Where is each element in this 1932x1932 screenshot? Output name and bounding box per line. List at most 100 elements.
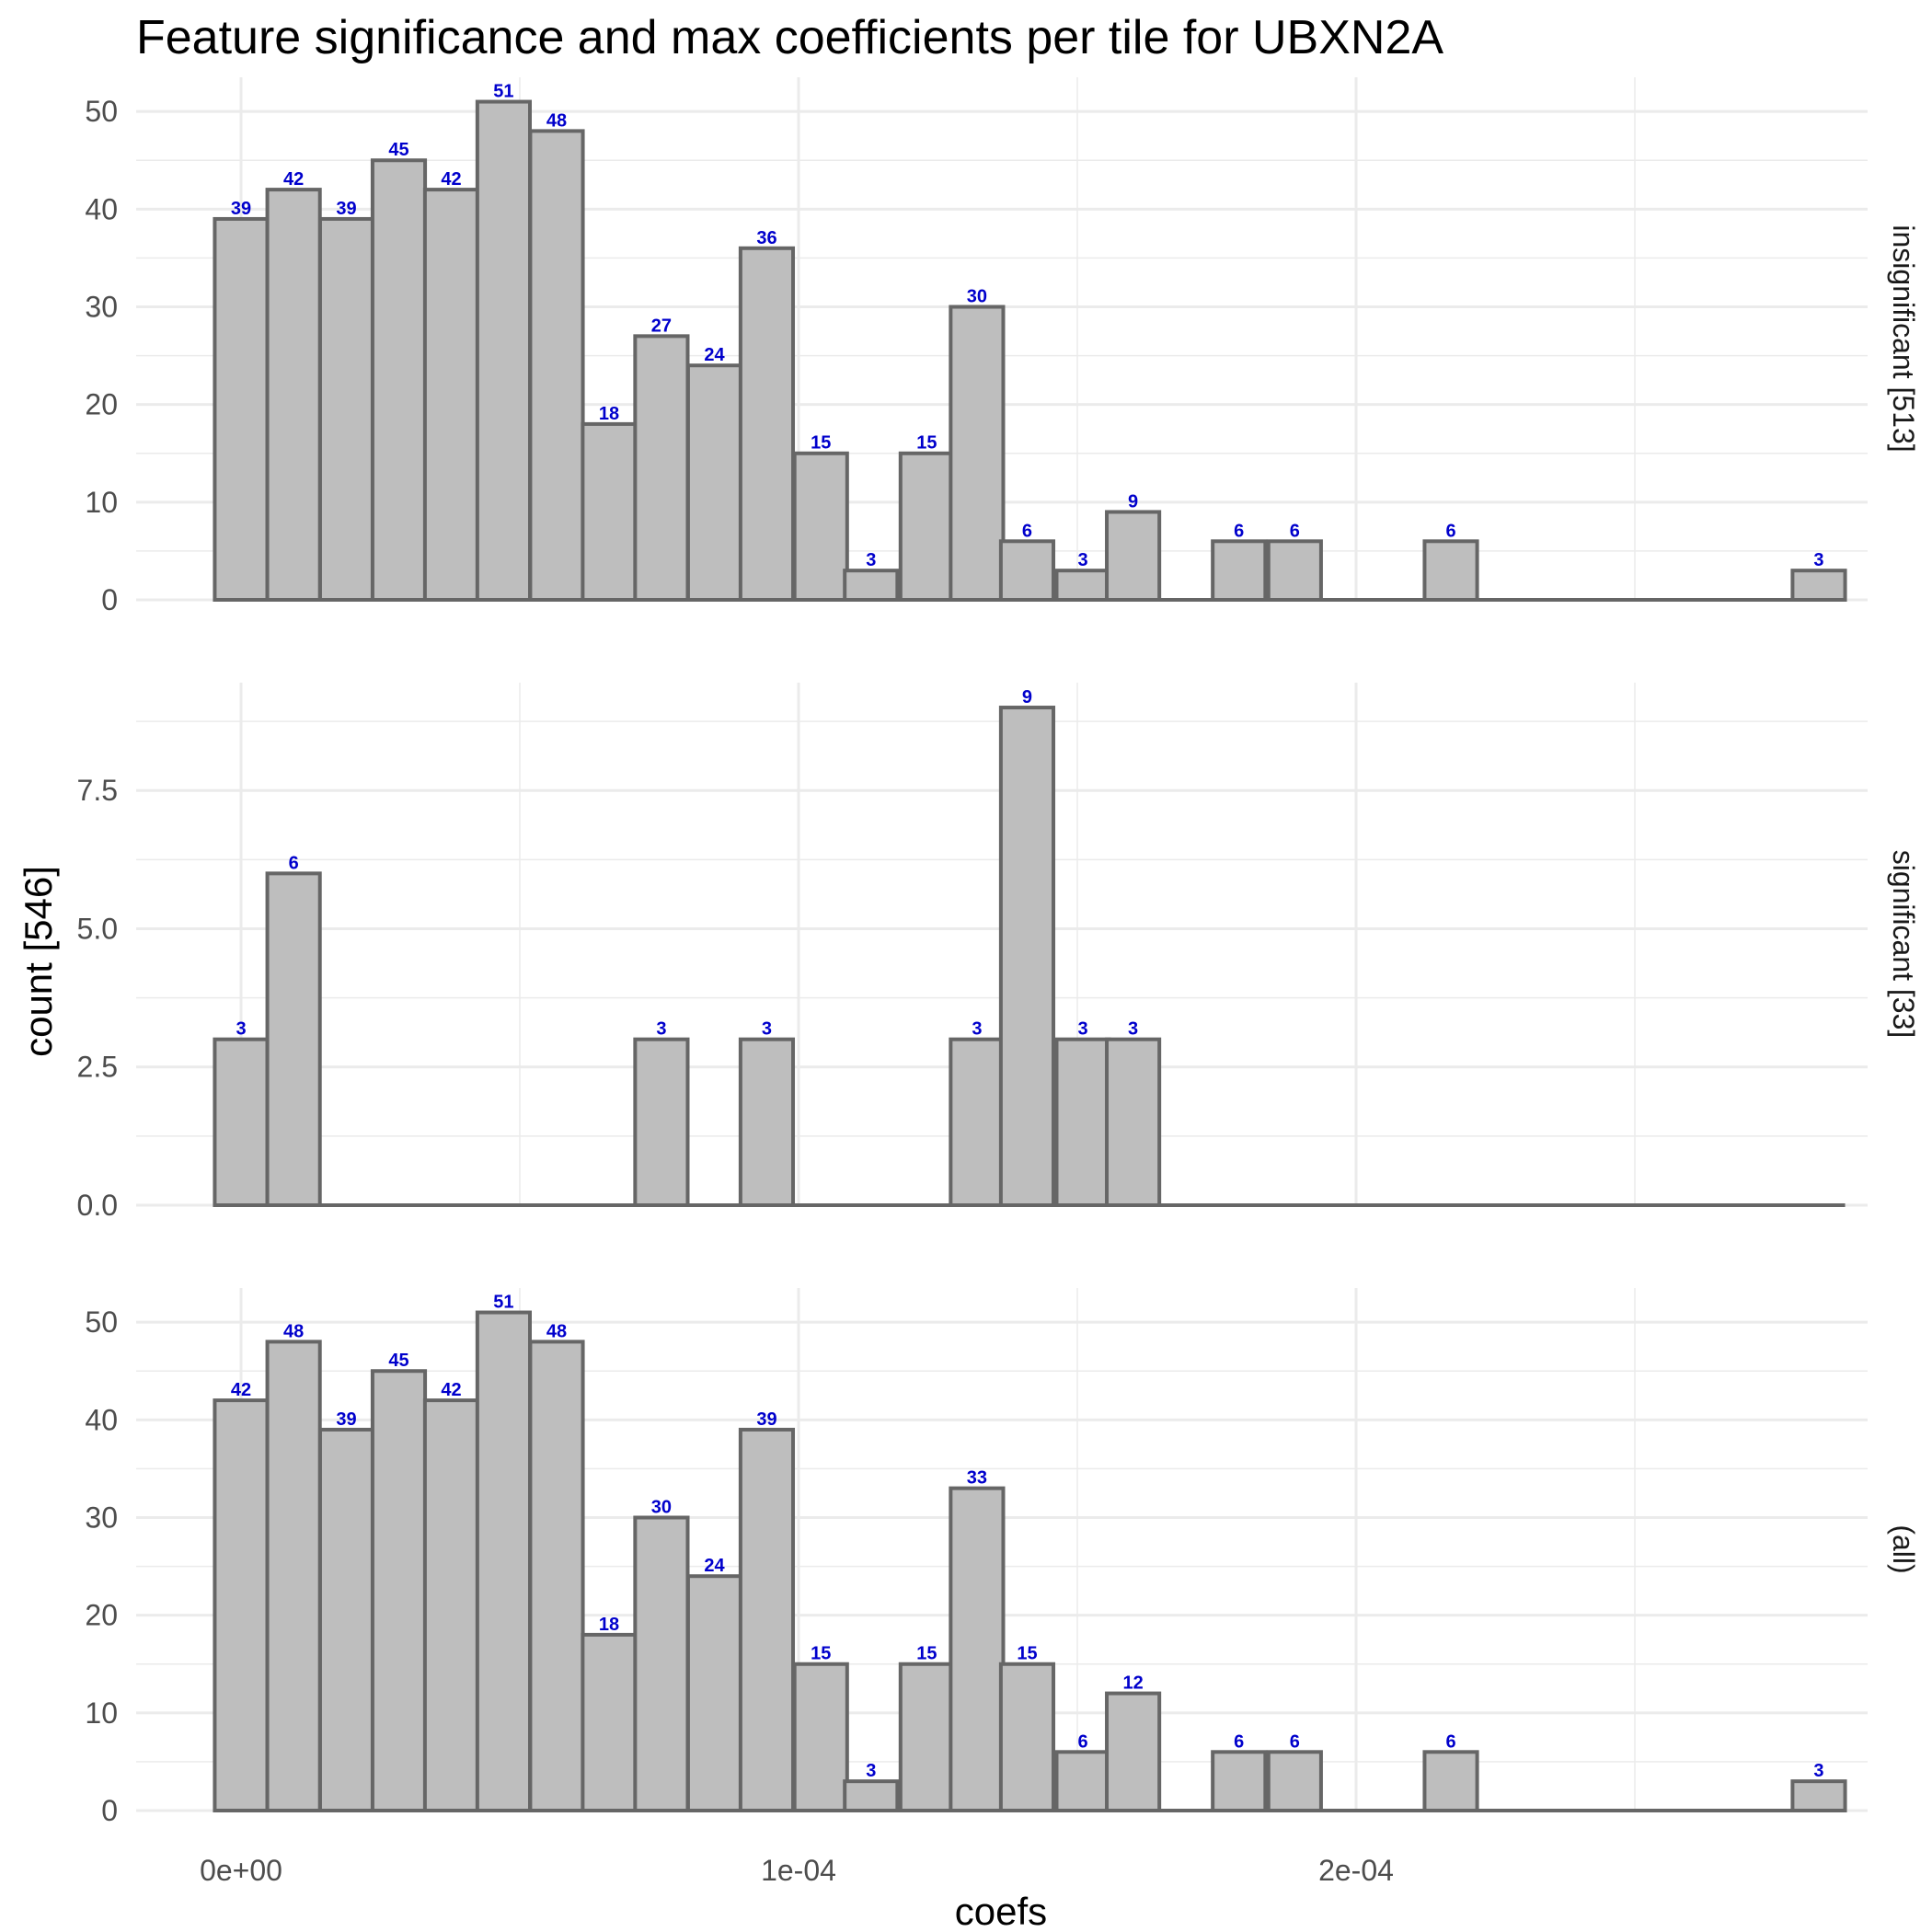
histogram-bar	[422, 188, 480, 603]
bar-count-label: 51	[493, 82, 513, 102]
y-axis-title: count [546]	[17, 866, 60, 1057]
bar-count-label: 3	[1813, 1761, 1823, 1781]
y-tick-label: 0	[101, 1794, 118, 1827]
bar-count-label: 9	[1128, 491, 1138, 512]
y-tick-label: 20	[85, 388, 118, 421]
bar-count-label: 45	[388, 1351, 408, 1371]
bar-count-label: 39	[336, 199, 356, 219]
bar-count-label: 3	[972, 1019, 982, 1040]
bar-count-label: 6	[1290, 1731, 1300, 1752]
histogram-bar	[1422, 539, 1479, 603]
histogram-bar	[528, 1340, 585, 1813]
y-tick-label: 10	[85, 1696, 118, 1730]
histogram-bar	[998, 706, 1056, 1207]
histogram-bar	[422, 1398, 480, 1813]
bar-count-label: 42	[283, 169, 304, 190]
histogram-bar	[633, 334, 690, 602]
bar-count-label: 6	[1445, 1731, 1455, 1752]
histogram-bar	[265, 188, 322, 603]
bar-count-label: 33	[967, 1468, 987, 1489]
bar-count-label: 30	[967, 286, 987, 306]
x-axis-title: coefs	[955, 1890, 1047, 1932]
histogram-bar	[738, 1427, 796, 1813]
bar-count-label: 6	[1445, 521, 1455, 541]
bar-count-label: 24	[704, 1556, 725, 1576]
bar-count-label: 3	[1128, 1019, 1138, 1040]
bar-count-label: 48	[283, 1321, 304, 1341]
histogram-bar	[317, 216, 375, 602]
y-tick-label: 30	[85, 1501, 118, 1534]
histogram-bar	[581, 1632, 638, 1813]
histogram-bar	[685, 363, 743, 602]
bar-count-label: 6	[289, 853, 299, 873]
bar-count-label: 48	[546, 1321, 567, 1341]
histogram-bar	[792, 1662, 849, 1813]
y-tick-label: 0	[101, 583, 118, 616]
histogram-bar	[843, 1779, 900, 1813]
bar-count-label: 24	[704, 345, 725, 365]
bar-count-label: 3	[236, 1019, 246, 1040]
histogram-bar	[265, 871, 322, 1207]
histogram-bar	[1790, 1779, 1847, 1813]
y-tick-label: 50	[85, 1305, 118, 1339]
histogram-bar	[1211, 539, 1268, 603]
y-tick-label: 7.5	[77, 774, 118, 807]
histogram-bar	[1422, 1750, 1479, 1813]
histogram-bar	[370, 1369, 428, 1813]
histogram-bar	[1266, 539, 1323, 603]
bar-count-label: 3	[656, 1019, 666, 1040]
bar-count-label: 3	[762, 1019, 772, 1040]
bar-count-label: 6	[1234, 521, 1244, 541]
histogram-bar	[738, 1037, 796, 1207]
bar-count-label: 15	[811, 433, 831, 454]
bar-count-label: 27	[651, 316, 672, 336]
bar-count-label: 30	[651, 1497, 672, 1517]
x-tick-label: 1e-04	[761, 1854, 836, 1887]
histogram-bar	[1054, 1037, 1111, 1207]
histogram-bar	[949, 1486, 1006, 1813]
bar-count-label: 39	[756, 1409, 776, 1430]
histogram-bar	[581, 421, 638, 602]
y-tick-label: 40	[85, 1403, 118, 1436]
facet-panel: 0102030405039423945425148182724361531530…	[85, 77, 1920, 616]
y-tick-label: 30	[85, 290, 118, 323]
bar-count-label: 36	[756, 228, 776, 248]
y-tick-label: 50	[85, 95, 118, 128]
y-tick-label: 5.0	[77, 912, 118, 945]
y-tick-label: 2.5	[77, 1051, 118, 1084]
histogram-bar	[317, 1427, 375, 1813]
facet-strip-label: insignificant [513]	[1887, 224, 1920, 452]
bar-count-label: 3	[1813, 550, 1823, 570]
bar-count-label: 39	[336, 1409, 356, 1430]
histogram-bar	[1054, 1750, 1111, 1813]
histogram-bar	[949, 305, 1006, 602]
bar-count-label: 15	[1017, 1644, 1037, 1664]
chart-title: Feature significance and max coefficient…	[136, 11, 1443, 64]
histogram-bar	[1790, 569, 1847, 603]
histogram-bar	[738, 246, 796, 602]
bar-count-label: 3	[866, 550, 876, 570]
bar-count-label: 15	[916, 1644, 937, 1664]
bar-count-label: 42	[441, 1380, 461, 1400]
bar-count-label: 3	[1077, 550, 1087, 570]
facet-panel: 0102030405042483945425148183024391531533…	[85, 1288, 1920, 1827]
x-tick-label: 0e+00	[200, 1854, 282, 1887]
y-tick-label: 20	[85, 1599, 118, 1632]
bar-count-label: 6	[1077, 1731, 1087, 1752]
histogram-bar	[843, 569, 900, 603]
histogram-bar	[528, 129, 585, 602]
histogram-bar	[998, 539, 1056, 603]
histogram-bar	[898, 451, 955, 602]
bar-count-label: 6	[1290, 521, 1300, 541]
histogram-bar	[475, 1310, 532, 1813]
histogram-bar	[265, 1340, 322, 1813]
bar-count-label: 45	[388, 140, 408, 160]
histogram-bar	[633, 1515, 690, 1813]
histogram-bar	[685, 1574, 743, 1813]
histogram-bar	[213, 216, 270, 602]
bar-count-label: 18	[599, 1615, 619, 1635]
histogram-bar	[898, 1662, 955, 1813]
histogram-bar	[213, 1398, 270, 1813]
bar-count-label: 6	[1022, 521, 1032, 541]
